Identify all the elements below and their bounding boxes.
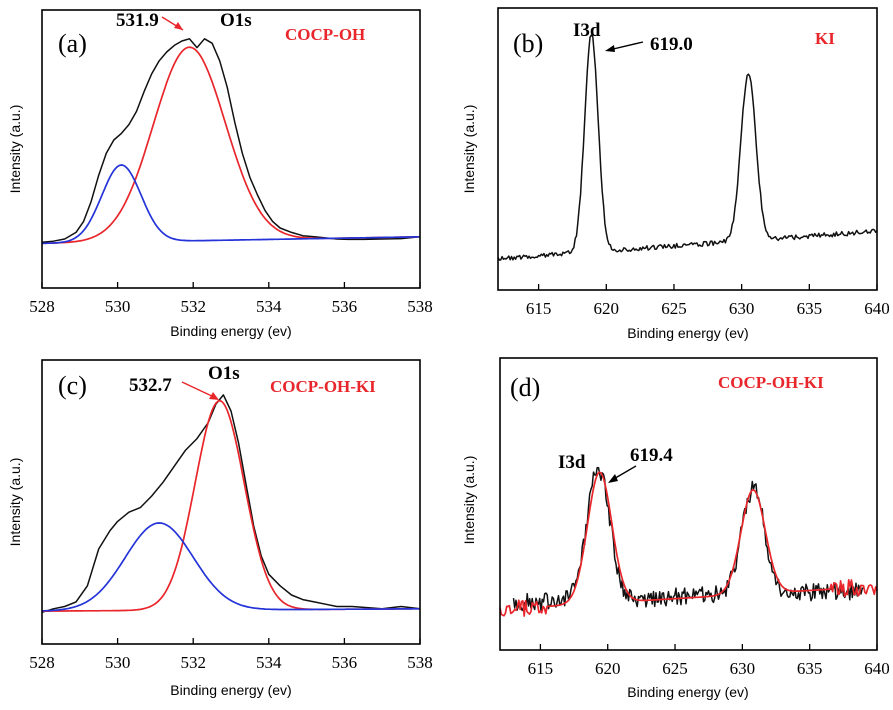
panel-d-fit-curve xyxy=(499,471,878,617)
panel-a-x-tick-label: 534 xyxy=(256,297,282,316)
panel-c-peak-name: O1s xyxy=(208,363,240,384)
panel-c-xlabel: Binding energy (ev) xyxy=(170,682,291,698)
panel-b-peak-name: I3d xyxy=(573,20,601,41)
panel-d-xlabel: Binding energy (ev) xyxy=(627,684,748,700)
panel-d-ylabel: Intensity (a.u.) xyxy=(461,456,477,545)
panel-a-label: (a) xyxy=(58,29,87,58)
panel-b-x-ticks: 615 620 625 630 635 640 xyxy=(526,284,890,318)
panel-c-label: (c) xyxy=(58,371,87,400)
panel-a-curves xyxy=(41,38,421,245)
panel-a-ylabel: Intensity (a.u.) xyxy=(7,105,23,194)
panel-a-raw-curve xyxy=(41,38,421,244)
panel-b-x-tick-label: 615 xyxy=(526,299,552,318)
panel-a-xlabel: Binding energy (ev) xyxy=(170,323,291,339)
panel-d-curves xyxy=(499,466,878,617)
panel-b-x-tick-label: 640 xyxy=(864,299,890,318)
panel-d: 615 620 625 630 635 640 (d) COCP-OH-KI I3d 61… xyxy=(461,357,890,700)
panel-d-peak-name: I3d xyxy=(558,452,586,473)
panel-d-raw-curve xyxy=(512,466,864,612)
panel-d-arrow xyxy=(608,465,637,483)
panel-d-x-tick-label: 640 xyxy=(864,659,890,678)
panel-a-fit-minor-curve xyxy=(41,164,420,245)
panel-c-x-tick-label: 536 xyxy=(332,653,358,672)
panel-d-x-tick-label: 615 xyxy=(528,659,554,678)
panel-b-frame xyxy=(497,7,878,291)
panel-a-fit-main-curve xyxy=(41,46,420,245)
panel-d-x-ticks: 615 620 625 630 635 640 xyxy=(528,644,890,678)
panel-c-ylabel: Intensity (a.u.) xyxy=(7,458,23,547)
panel-a: 528 530 532 534 536 538 (a) 531.9 O1s COCP-OH… xyxy=(7,9,433,339)
panel-c-x-tick-label: 534 xyxy=(256,653,282,672)
panel-c-frame xyxy=(41,359,421,645)
panel-a-x-ticks: 528 530 532 534 536 538 xyxy=(29,282,433,316)
panel-d-x-tick-label: 630 xyxy=(730,659,756,678)
panel-d-label: (d) xyxy=(510,373,540,402)
panel-d-x-tick-label: 635 xyxy=(797,659,823,678)
panel-b-arrow xyxy=(605,41,644,52)
panel-d-peak-value: 619.4 xyxy=(630,445,673,466)
panel-c-fit-minor-curve xyxy=(41,522,420,612)
panel-a-x-tick-label: 528 xyxy=(29,297,55,316)
panel-d-x-tick-label: 625 xyxy=(662,659,688,678)
panel-a-peak-value: 531.9 xyxy=(116,10,159,31)
panel-c-x-tick-label: 528 xyxy=(29,653,55,672)
panel-b-peak-value: 619.0 xyxy=(650,34,693,55)
panel-a-frame xyxy=(41,9,421,289)
panel-a-x-tick-label: 530 xyxy=(105,297,131,316)
panel-a-x-tick-label: 538 xyxy=(407,297,433,316)
panel-a-peak-name: O1s xyxy=(220,10,252,31)
panel-c-x-tick-label: 532 xyxy=(180,653,206,672)
panel-d-x-tick-label: 620 xyxy=(595,659,621,678)
panel-b-raw-curve xyxy=(497,34,878,261)
panel-c-x-tick-label: 538 xyxy=(407,653,433,672)
panel-b-x-tick-label: 625 xyxy=(661,299,687,318)
panel-c-raw-curve xyxy=(41,394,421,614)
panel-d-frame xyxy=(499,357,878,651)
panel-b: 615 620 625 630 635 640 (b) I3d 619.0 KI Inte… xyxy=(461,7,890,341)
panel-c-x-ticks: 528 530 532 534 536 538 xyxy=(29,638,433,672)
panel-b-label: (b) xyxy=(513,29,543,58)
panel-c-curves xyxy=(41,394,421,614)
panel-a-sample-label: COCP-OH xyxy=(285,25,365,44)
panel-b-xlabel: Binding energy (ev) xyxy=(627,325,748,341)
panel-b-x-tick-label: 635 xyxy=(797,299,823,318)
panel-a-x-tick-label: 536 xyxy=(332,297,358,316)
panel-a-x-tick-label: 532 xyxy=(180,297,206,316)
panel-c-peak-value: 532.7 xyxy=(129,375,172,396)
panel-b-curves xyxy=(497,34,878,261)
panel-b-x-tick-label: 620 xyxy=(594,299,620,318)
panel-c-arrow xyxy=(181,381,219,400)
panel-c-fit-main-curve xyxy=(42,399,420,612)
panel-b-x-tick-label: 630 xyxy=(729,299,755,318)
panel-b-sample-label: KI xyxy=(815,29,835,48)
panel-c-x-tick-label: 530 xyxy=(105,653,131,672)
panel-d-sample-label: COCP-OH-KI xyxy=(718,373,824,392)
panel-a-arrow xyxy=(161,16,184,31)
panel-b-ylabel: Intensity (a.u.) xyxy=(461,105,477,194)
panel-c: 528 530 532 534 536 538 (c) O1s 532.7 COCP-OH… xyxy=(7,359,433,698)
panel-c-sample-label: COCP-OH-KI xyxy=(270,377,376,396)
